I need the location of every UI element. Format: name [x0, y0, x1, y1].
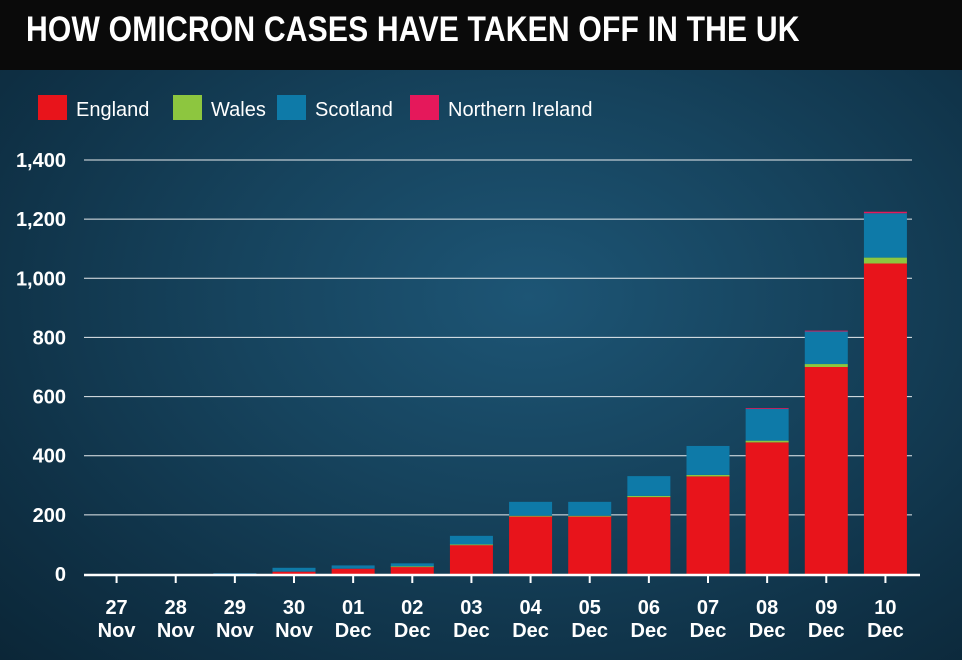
- bar-scotland-02-dec: [390, 563, 434, 567]
- x-tick-label-day: 10: [874, 597, 896, 619]
- bar-wales-04-dec: [509, 515, 553, 517]
- x-tick-label-day: 03: [460, 597, 482, 619]
- bar-scotland-09-dec: [804, 331, 848, 365]
- x-tick-label-day: 30: [283, 597, 305, 619]
- legend-label-northern-ireland: Northern Ireland: [448, 99, 593, 121]
- legend-label-scotland: Scotland: [315, 99, 393, 121]
- bar-wales-06-dec: [627, 495, 671, 498]
- y-tick-label: 200: [33, 505, 66, 527]
- legend-swatch-northern-ireland: [410, 95, 439, 120]
- y-tick-label: 1,000: [16, 268, 66, 290]
- x-tick-label-month: Dec: [394, 620, 431, 642]
- bar-northern-ireland-10-dec: [863, 211, 907, 214]
- legend-label-wales: Wales: [211, 99, 266, 121]
- x-tick-label-month: Nov: [157, 620, 196, 642]
- x-tick-label-day: 05: [579, 597, 601, 619]
- y-tick-label: 800: [33, 327, 66, 349]
- bar-scotland-03-dec: [449, 535, 493, 545]
- x-tick-label-month: Dec: [571, 620, 608, 642]
- x-tick-label-day: 27: [105, 597, 127, 619]
- bar-scotland-05-dec: [568, 501, 612, 516]
- bar-wales-03-dec: [449, 544, 493, 546]
- bar-scotland-08-dec: [745, 408, 789, 441]
- bar-scotland-10-dec: [863, 213, 907, 258]
- y-tick-label: 0: [55, 564, 66, 586]
- x-tick-label-month: Dec: [749, 620, 786, 642]
- x-tick-label-day: 09: [815, 597, 837, 619]
- legend-swatch-scotland: [277, 95, 306, 120]
- bar-england-30-nov: [272, 571, 316, 574]
- bar-wales-08-dec: [745, 440, 789, 443]
- bar-england-05-dec: [568, 516, 612, 574]
- bar-northern-ireland-08-dec: [745, 408, 789, 409]
- x-tick-label-month: Dec: [453, 620, 490, 642]
- x-tick-label-month: Nov: [98, 620, 137, 642]
- legend: England Wales Scotland Northern Ireland: [38, 95, 593, 121]
- bar-england-04-dec: [509, 516, 553, 574]
- bar-england-06-dec: [627, 497, 671, 574]
- bar-england-03-dec: [449, 544, 493, 574]
- bar-scotland-07-dec: [686, 445, 730, 475]
- legend-label-england: England: [76, 99, 149, 121]
- gridlines: 0 200 400 600 800 1,000 1,200 1,400: [16, 150, 912, 586]
- x-tick-label-month: Dec: [808, 620, 845, 642]
- legend-swatch-england: [38, 95, 67, 120]
- x-tick-label-day: 28: [165, 597, 187, 619]
- bar-scotland-30-nov: [272, 567, 316, 572]
- bar-england-10-dec: [863, 263, 907, 574]
- x-tick-label-day: 08: [756, 597, 778, 619]
- x-tick-label-month: Dec: [335, 620, 372, 642]
- x-tick-label-month: Dec: [867, 620, 904, 642]
- legend-swatch-wales: [173, 95, 202, 120]
- bar-wales-09-dec: [804, 364, 848, 367]
- x-tick-label-day: 01: [342, 597, 364, 619]
- bar-scotland-04-dec: [509, 501, 553, 516]
- chart-title: HOW OMICRON CASES HAVE TAKEN OFF IN THE …: [26, 10, 800, 49]
- bar-northern-ireland-09-dec: [804, 330, 848, 332]
- y-tick-label: 1,200: [16, 209, 66, 231]
- bar-wales-02-dec: [390, 566, 434, 568]
- bar-wales-10-dec: [863, 257, 907, 264]
- bars: 27Nov28Nov29Nov30Nov01Dec02Dec03Dec04Dec…: [98, 211, 907, 642]
- x-tick-label-day: 02: [401, 597, 423, 619]
- bar-scotland-29-nov: [213, 573, 257, 574]
- x-tick-label-day: 29: [224, 597, 246, 619]
- x-tick-label-month: Dec: [690, 620, 727, 642]
- bar-scotland-06-dec: [627, 476, 671, 496]
- x-tick-label-month: Dec: [631, 620, 668, 642]
- bar-wales-07-dec: [686, 474, 730, 477]
- y-tick-label: 400: [33, 446, 66, 468]
- bar-england-08-dec: [745, 442, 789, 574]
- bar-england-01-dec: [331, 568, 375, 574]
- y-tick-label: 600: [33, 387, 66, 409]
- x-tick-label-day: 06: [638, 597, 660, 619]
- x-tick-label-month: Dec: [512, 620, 549, 642]
- x-tick-label-day: 04: [519, 597, 542, 619]
- bar-england-02-dec: [390, 566, 434, 574]
- bar-england-07-dec: [686, 476, 730, 574]
- bar-wales-05-dec: [568, 515, 612, 517]
- y-tick-label: 1,400: [16, 150, 66, 172]
- bar-england-09-dec: [804, 367, 848, 574]
- x-tick-label-day: 07: [697, 597, 719, 619]
- x-tick-label-month: Nov: [216, 620, 255, 642]
- bar-scotland-01-dec: [331, 565, 375, 569]
- x-tick-label-month: Nov: [275, 620, 314, 642]
- title-bar: HOW OMICRON CASES HAVE TAKEN OFF IN THE …: [0, 0, 962, 70]
